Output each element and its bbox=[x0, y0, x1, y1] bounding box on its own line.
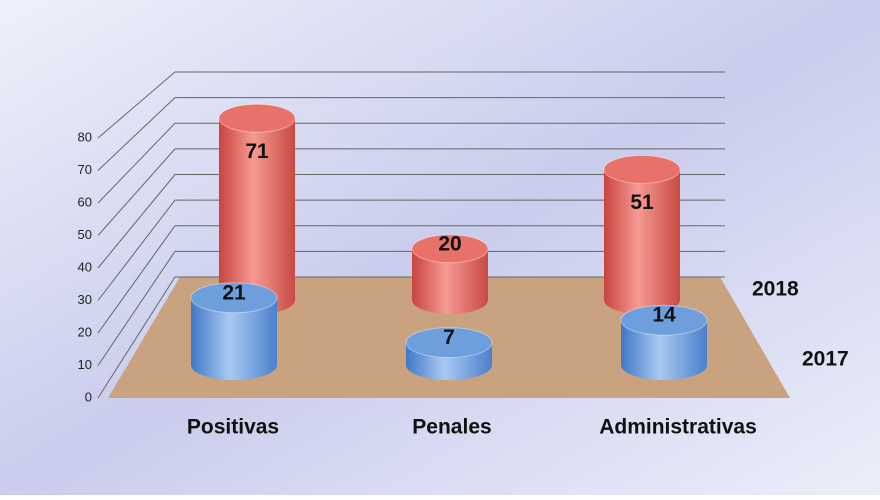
cylinder bbox=[604, 169, 680, 314]
cylinder-top bbox=[405, 327, 493, 359]
cylinder bbox=[219, 118, 295, 315]
grid-line bbox=[97, 250, 725, 366]
x-tick-label: Administrativas bbox=[599, 416, 757, 439]
series-label: 2018 bbox=[752, 278, 799, 301]
value-label: 71 bbox=[245, 140, 269, 163]
cylinder-top bbox=[603, 154, 681, 184]
y-tick-label: 0 bbox=[85, 389, 92, 404]
y-tick-label: 70 bbox=[78, 162, 92, 177]
value-label: 7 bbox=[443, 326, 455, 349]
grid-line bbox=[97, 225, 725, 334]
y-tick-label: 60 bbox=[78, 194, 92, 209]
series-label: 2017 bbox=[802, 348, 849, 371]
grid-line bbox=[97, 97, 725, 171]
cylinder-top bbox=[411, 234, 489, 264]
y-tick-label: 30 bbox=[78, 292, 92, 307]
value-label: 20 bbox=[438, 232, 461, 255]
cylinder-top bbox=[620, 304, 708, 336]
cylinder bbox=[191, 297, 277, 380]
grid-line bbox=[97, 122, 725, 204]
y-tick-label: 10 bbox=[78, 357, 92, 372]
grid-line bbox=[97, 71, 725, 139]
x-tick-label: Penales bbox=[412, 416, 491, 439]
cylinder bbox=[621, 320, 707, 380]
grid-line bbox=[97, 148, 725, 236]
y-tick-label: 40 bbox=[78, 259, 92, 274]
grid-line bbox=[97, 199, 725, 301]
y-tick-label: 50 bbox=[78, 227, 92, 242]
value-label: 51 bbox=[630, 191, 654, 214]
cylinder-top bbox=[218, 103, 296, 133]
cylinder-top bbox=[190, 282, 278, 314]
value-label: 14 bbox=[652, 304, 676, 327]
y-tick-label: 80 bbox=[78, 129, 92, 144]
grid-line bbox=[97, 276, 725, 399]
x-tick-label: Positivas bbox=[187, 416, 279, 439]
value-label: 21 bbox=[222, 281, 246, 304]
cylinder bbox=[412, 248, 488, 314]
y-tick-label: 20 bbox=[78, 324, 92, 339]
grid-line bbox=[97, 174, 725, 269]
